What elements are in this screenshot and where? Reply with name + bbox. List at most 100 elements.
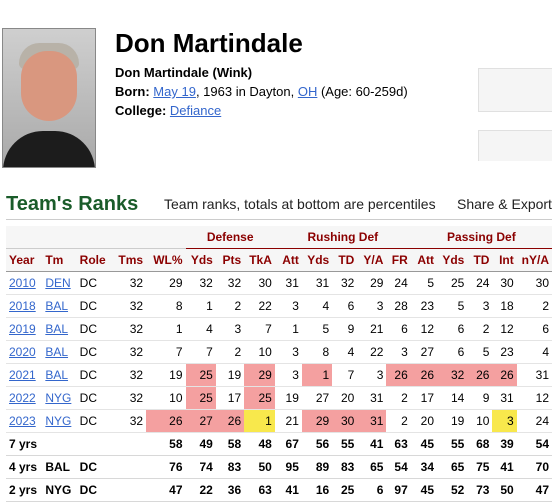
cell: 30 [244, 271, 275, 295]
cell: 1 [244, 409, 275, 433]
column-header-8[interactable]: Att [274, 248, 302, 272]
cell: 9 [332, 317, 358, 341]
column-header-17[interactable]: nY/A [516, 248, 552, 272]
summary-cell: 58 [146, 432, 186, 456]
team-link[interactable]: BAL [42, 363, 77, 387]
cell: 12 [492, 317, 517, 341]
summary-cell: 41 [357, 432, 387, 456]
cell: DC [76, 340, 112, 364]
cell: 31 [357, 409, 387, 433]
share-export-button[interactable]: Share & Export [457, 196, 552, 212]
cell: 29 [146, 271, 186, 295]
cell: 22 [357, 340, 387, 364]
cell: 2 [215, 294, 245, 318]
cell: 32 [111, 363, 147, 387]
cell: 26 [410, 363, 438, 387]
cell: 3 [357, 294, 387, 318]
column-header-14[interactable]: Yds [437, 248, 468, 272]
cell: 2 [215, 340, 245, 364]
cell: 26 [467, 363, 493, 387]
cell: 5 [437, 294, 468, 318]
cell: 6 [437, 317, 468, 341]
column-header-13[interactable]: Att [410, 248, 438, 272]
born-state-link[interactable]: OH [297, 84, 318, 99]
summary-cell: 63 [244, 478, 275, 502]
born-date-link[interactable]: May 19 [153, 84, 196, 99]
column-header-0[interactable]: Year [6, 248, 43, 272]
summary-cell: 83 [215, 455, 245, 479]
cell: 29 [244, 363, 275, 387]
cell: 12 [516, 386, 552, 410]
column-header-2[interactable]: Role [76, 248, 112, 272]
photo-shirt [3, 131, 95, 167]
cell: 19 [215, 363, 245, 387]
cell: 32 [111, 386, 147, 410]
cell: 31 [274, 271, 302, 295]
year-link[interactable]: 2021 [6, 363, 43, 387]
cell: 22 [244, 294, 275, 318]
team-link[interactable]: BAL [42, 317, 77, 341]
summary-cell: 52 [437, 478, 468, 502]
cell: 32 [111, 409, 147, 433]
cell: 2 [516, 294, 552, 318]
column-header-12[interactable]: FR [386, 248, 411, 272]
college-link[interactable]: Defiance [169, 103, 222, 118]
summary-cell: 48 [244, 432, 275, 456]
column-header-15[interactable]: TD [467, 248, 493, 272]
cell: 32 [111, 271, 147, 295]
year-link[interactable]: 2020 [6, 340, 43, 364]
column-header-1[interactable]: Tm [42, 248, 77, 272]
cell: 18 [492, 294, 517, 318]
cell: 24 [386, 271, 411, 295]
summary-cell: 65 [437, 455, 468, 479]
table-row: 2010 DEN DC 32 29 32 32 30 31 31 32 29 24 5 25 24 30 30 [6, 271, 552, 295]
column-header-6[interactable]: Pts [215, 248, 245, 272]
cell: 5 [301, 317, 333, 341]
cell: 26 [146, 409, 186, 433]
cell: DC [76, 363, 112, 387]
team-link[interactable]: NYG [42, 386, 77, 410]
year-link[interactable]: 2023 [6, 409, 43, 433]
table-row: 2020 BAL DC 32 7 7 2 10 3 8 4 22 3 27 6 5 23 4 [6, 340, 552, 364]
cell: 6 [386, 317, 411, 341]
cell: 26 [215, 409, 245, 433]
cell: DC [76, 386, 112, 410]
cell: 4 [185, 317, 216, 341]
year-link[interactable]: 2022 [6, 386, 43, 410]
column-header-5[interactable]: Yds [185, 248, 216, 272]
summary-cell: 47 [146, 478, 186, 502]
column-header-3[interactable]: Tms [111, 248, 147, 272]
year-link[interactable]: 2018 [6, 294, 43, 318]
column-header-4[interactable]: WL% [146, 248, 186, 272]
team-link[interactable]: BAL [42, 340, 77, 364]
column-header-11[interactable]: Y/A [357, 248, 387, 272]
column-header-row: Year Tm Role Tms WL% Yds Pts TkA Att Yds TD Y/A FR At… [6, 248, 552, 272]
table-summary: 7 yrs 58 49 58 48 67 56 55 41 63 45 55 68 39 54 4 yrs BA… [6, 432, 552, 502]
cell: 6 [516, 317, 552, 341]
born-age: (Age: 60-259d) [317, 84, 408, 99]
cell: 3 [357, 363, 387, 387]
column-header-10[interactable]: TD [332, 248, 358, 272]
cell: 2 [386, 386, 411, 410]
section-divider [6, 219, 552, 220]
year-link[interactable]: 2010 [6, 271, 43, 295]
cell: 4 [332, 340, 358, 364]
summary-cell: 63 [386, 432, 411, 456]
cell: 32 [111, 294, 147, 318]
cell: 25 [244, 386, 275, 410]
team-link[interactable]: BAL [42, 294, 77, 318]
year-link[interactable]: 2019 [6, 317, 43, 341]
summary-cell: 76 [146, 455, 186, 479]
column-header-9[interactable]: Yds [301, 248, 333, 272]
summary-cell: 22 [185, 478, 216, 502]
cell: 32 [215, 271, 245, 295]
born-line: Born: May 19, 1963 in Dayton, OH (Age: 6… [115, 84, 408, 99]
cell: 7 [244, 317, 275, 341]
summary-cell [111, 478, 147, 502]
team-link[interactable]: DEN [42, 271, 77, 295]
column-header-7[interactable]: TkA [244, 248, 275, 272]
summary-cell: 36 [215, 478, 245, 502]
cell: 31 [516, 363, 552, 387]
column-header-16[interactable]: Int [492, 248, 517, 272]
team-link[interactable]: NYG [42, 409, 77, 433]
